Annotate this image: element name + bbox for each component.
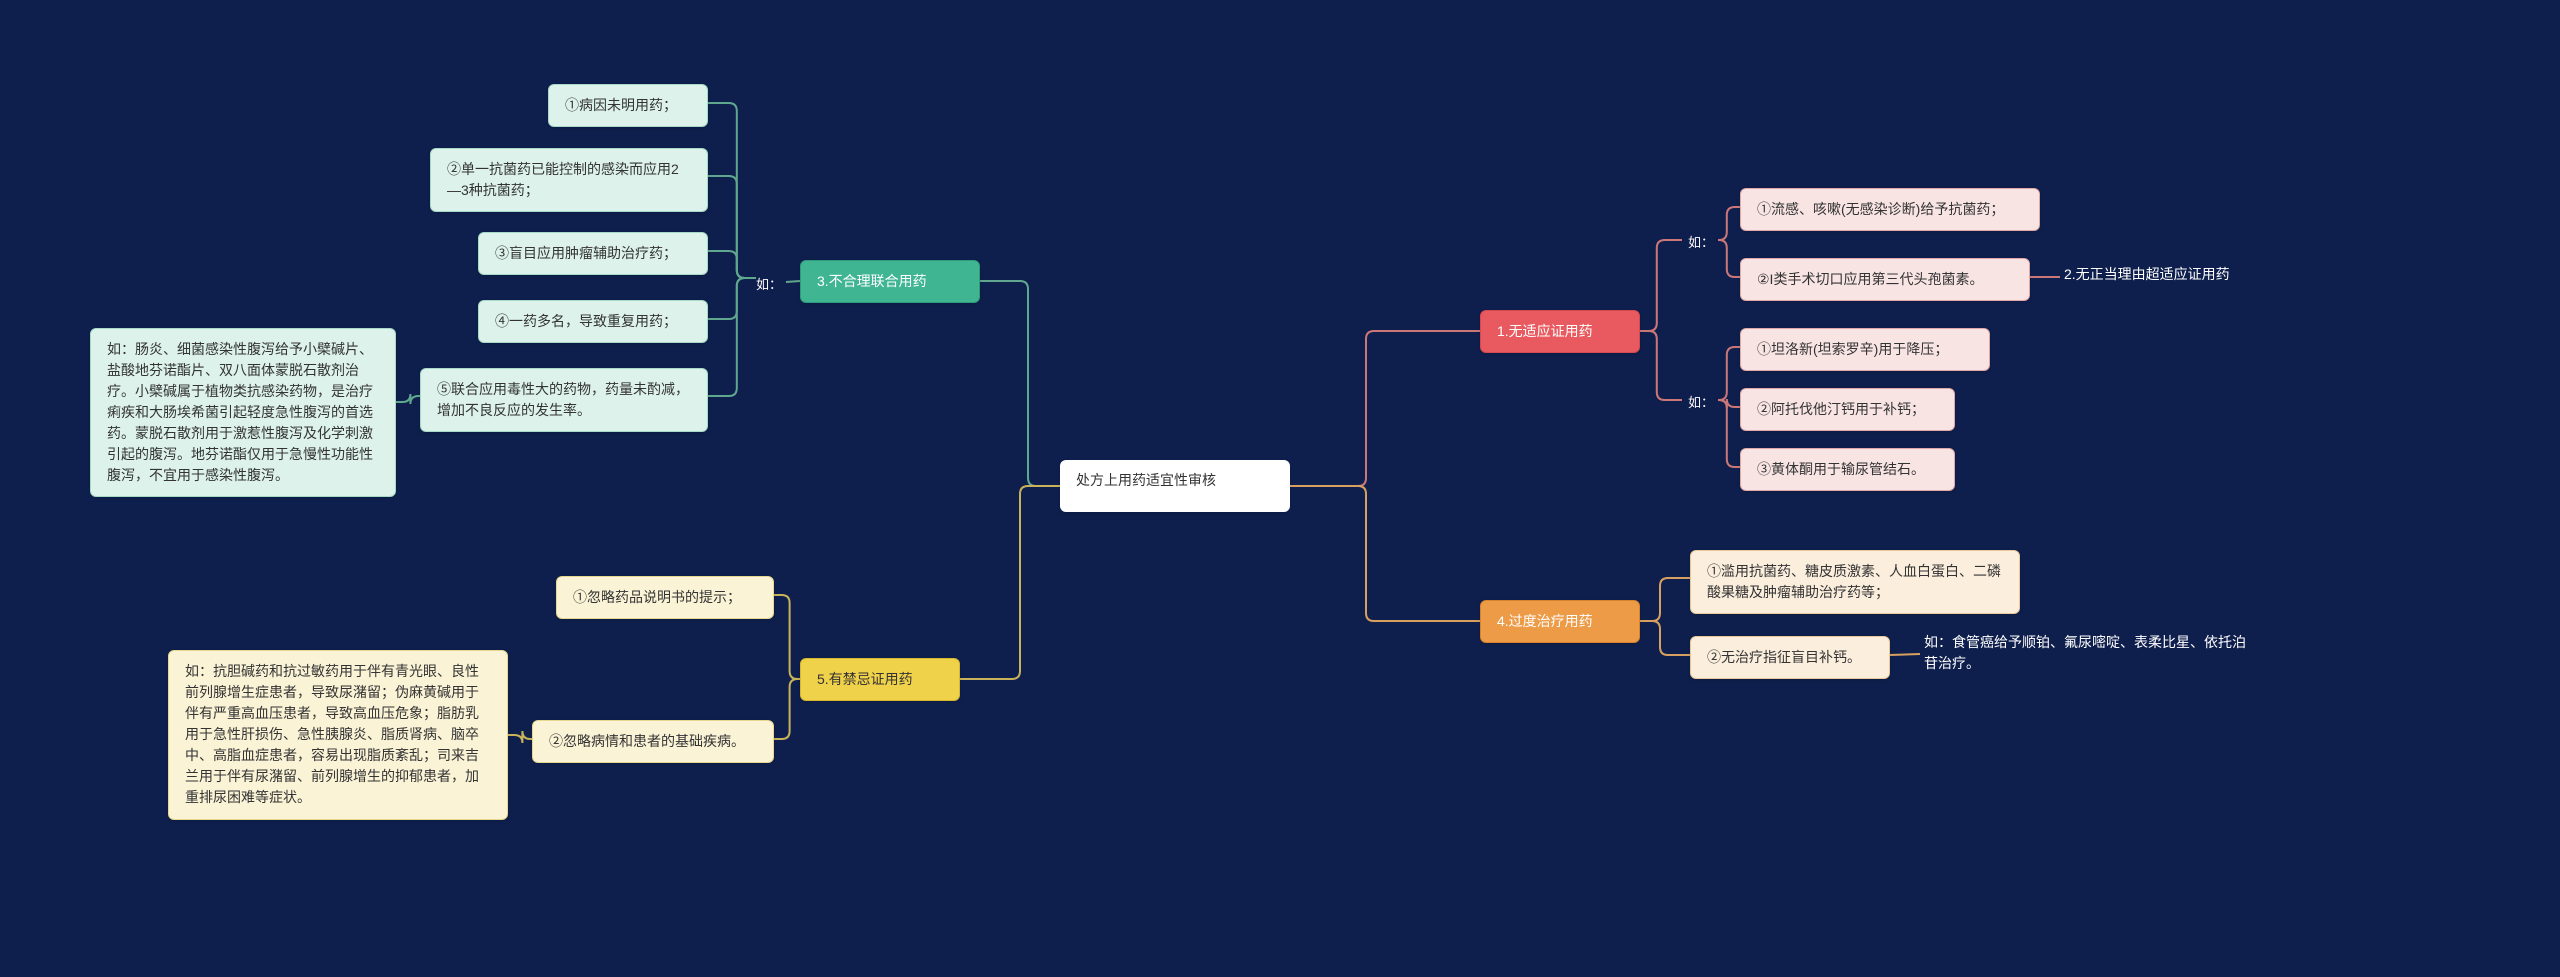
connector-label: 如： (1688, 232, 1714, 251)
node-text: 如：抗胆碱药和抗过敏药用于伴有青光眼、良性前列腺增生症患者，导致尿潴留；伪麻黄碱… (185, 663, 479, 805)
node-text: ②I类手术切口应用第三代头孢菌素。 (1757, 271, 1983, 287)
node-text: ②单一抗菌药已能控制的感染而应用2—3种抗菌药； (447, 161, 679, 198)
leaf-node: ②单一抗菌药已能控制的感染而应用2—3种抗菌药； (430, 148, 708, 212)
leaf-node: 如：抗胆碱药和抗过敏药用于伴有青光眼、良性前列腺增生症患者，导致尿潴留；伪麻黄碱… (168, 650, 508, 820)
leaf-node: ③盲目应用肿瘤辅助治疗药； (478, 232, 708, 275)
node-text: ①病因未明用药； (565, 97, 677, 113)
node-text: 如：肠炎、细菌感染性腹泻给予小檗碱片、盐酸地芬诺酯片、双八面体蒙脱石散剂治疗。小… (107, 341, 373, 483)
branch-node: 4.过度治疗用药 (1480, 600, 1640, 643)
leaf-node: ⑤联合应用毒性大的药物，药量未酌减，增加不良反应的发生率。 (420, 368, 708, 432)
connector-label: 如： (756, 274, 782, 293)
node-text: 1.无适应证用药 (1497, 323, 1593, 339)
leaf-node: ②阿托伐他汀钙用于补钙； (1740, 388, 1955, 431)
node-text: ⑤联合应用毒性大的药物，药量未酌减，增加不良反应的发生率。 (437, 381, 689, 418)
node-text: 4.过度治疗用药 (1497, 613, 1593, 629)
root-node: 处方上用药适宜性审核 (1060, 460, 1290, 512)
leaf-node: ②I类手术切口应用第三代头孢菌素。 (1740, 258, 2030, 301)
node-text: ②阿托伐他汀钙用于补钙； (1757, 401, 1925, 417)
leaf-node: ④一药多名，导致重复用药； (478, 300, 708, 343)
leaf-node: ②忽略病情和患者的基础疾病。 (532, 720, 774, 763)
node-text: ④一药多名，导致重复用药； (495, 313, 677, 329)
node-text: 如：食管癌给予顺铂、氟尿嘧啶、表柔比星、依托泊苷治疗。 (1924, 634, 2246, 671)
node-text: 5.有禁忌证用药 (817, 671, 913, 687)
leaf-node: ①忽略药品说明书的提示； (556, 576, 774, 619)
node-text: ①坦洛新(坦索罗辛)用于降压； (1757, 341, 1948, 357)
leaf-node: ①病因未明用药； (548, 84, 708, 127)
node-text: 3.不合理联合用药 (817, 273, 927, 289)
leaf-node: ②无治疗指征盲目补钙。 (1690, 636, 1890, 679)
node-text: ③黄体酮用于输尿管结石。 (1757, 461, 1925, 477)
node-text: ②忽略病情和患者的基础疾病。 (549, 733, 745, 749)
leaf-node: 如：肠炎、细菌感染性腹泻给予小檗碱片、盐酸地芬诺酯片、双八面体蒙脱石散剂治疗。小… (90, 328, 396, 497)
leaf-node: 2.无正当理由超适应证用药 (2060, 258, 2280, 296)
node-text: ③盲目应用肿瘤辅助治疗药； (495, 245, 677, 261)
leaf-node: ③黄体酮用于输尿管结石。 (1740, 448, 1955, 491)
node-text: 2.无正当理由超适应证用药 (2064, 266, 2230, 282)
node-text: 处方上用药适宜性审核 (1076, 472, 1216, 488)
branch-node: 3.不合理联合用药 (800, 260, 980, 303)
node-text: ②无治疗指征盲目补钙。 (1707, 649, 1861, 665)
connector-label: 如： (1688, 392, 1714, 411)
node-text: ①滥用抗菌药、糖皮质激素、人血白蛋白、二磷酸果糖及肿瘤辅助治疗药等； (1707, 563, 2001, 600)
leaf-node: ①坦洛新(坦索罗辛)用于降压； (1740, 328, 1990, 371)
node-text: ①流感、咳嗽(无感染诊断)给予抗菌药； (1757, 201, 2004, 217)
leaf-node: ①流感、咳嗽(无感染诊断)给予抗菌药； (1740, 188, 2040, 231)
leaf-node: ①滥用抗菌药、糖皮质激素、人血白蛋白、二磷酸果糖及肿瘤辅助治疗药等； (1690, 550, 2020, 614)
branch-node: 5.有禁忌证用药 (800, 658, 960, 701)
leaf-node: 如：食管癌给予顺铂、氟尿嘧啶、表柔比星、依托泊苷治疗。 (1920, 626, 2260, 682)
node-text: ①忽略药品说明书的提示； (573, 589, 741, 605)
branch-node: 1.无适应证用药 (1480, 310, 1640, 353)
